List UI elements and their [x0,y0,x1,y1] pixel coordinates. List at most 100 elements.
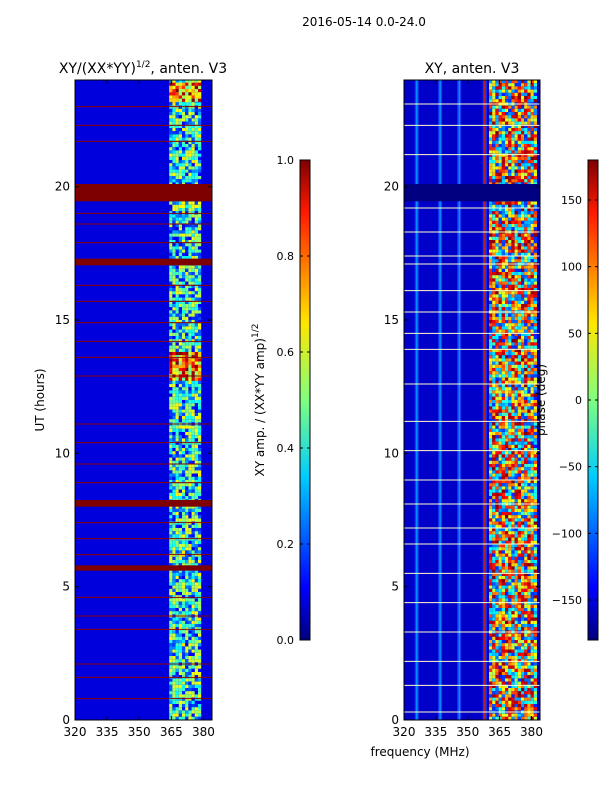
heatmap-cell [505,96,509,100]
heatmap-cell [517,252,521,256]
heatmap-cell [191,403,195,407]
heatmap-cell [175,425,179,429]
heatmap-cell [533,201,537,205]
heatmap-cell [175,480,179,484]
heatmap-cell [185,505,189,509]
heatmap-cell [178,300,182,304]
heatmap-cell [191,208,195,212]
heatmap-cell [194,163,198,167]
heatmap-cell [505,89,509,93]
heatmap-cell [175,150,179,154]
heatmap-cell [514,316,518,320]
heatmap-cell [489,412,493,416]
hot-cell [185,89,189,93]
heatmap-cell [498,659,502,663]
heatmap-cell [197,620,202,624]
heatmap-cell [533,473,537,477]
heatmap-cell [191,451,195,455]
heatmap-cell [521,377,525,381]
heatmap-cell [501,617,505,621]
heatmap-cell [194,438,198,442]
heatmap-cell [511,492,515,496]
heatmap-cell [498,598,502,602]
heatmap-cell [188,291,192,295]
hot-cell [197,364,202,368]
heatmap-cell [498,272,502,276]
heatmap-cell [521,611,525,615]
heatmap-cell [197,675,202,679]
hot-cell [194,82,198,86]
heatmap-cell [501,512,505,516]
heatmap-cell [517,220,521,224]
heatmap-cell [521,572,525,576]
heatmap-cell [505,332,509,336]
heatmap-cell [514,540,518,544]
colorbar-tick-label: 0.4 [277,442,295,455]
heatmap-cell [533,300,537,304]
hot-cell [178,92,182,96]
heatmap-cell [197,659,202,663]
heatmap-cell [194,512,198,516]
heatmap-cell [492,451,496,455]
heatmap-cell [501,492,505,496]
heatmap-cell [175,515,179,519]
heatmap-cell [489,220,493,224]
heatmap-cell [492,160,496,164]
heatmap-cell [498,486,502,490]
heatmap-cell [185,716,189,720]
heatmap-cell [191,595,195,599]
heatmap-cell [175,118,179,122]
heatmap-cell [178,470,182,474]
heatmap-cell [530,137,534,141]
heatmap-cell [172,384,176,388]
heatmap-cell [169,105,173,109]
heatmap-cell [172,646,176,650]
heatmap-cell [489,406,493,410]
heatmap-cell [188,451,192,455]
heatmap-cell [492,278,496,282]
heatmap-cell [191,547,195,551]
heatmap-cell [533,220,537,224]
heatmap-cell [514,419,518,423]
heatmap-cell [175,697,179,701]
heatmap-cell [511,227,515,231]
heatmap-cell [527,272,531,276]
heatmap-cell [191,169,195,173]
heatmap-cell [175,691,179,695]
heatmap-cell [188,694,192,698]
heatmap-cell [524,588,528,592]
heatmap-cell [492,553,496,557]
heatmap-cell [172,406,176,410]
heatmap-cell [505,553,509,557]
heatmap-cell [197,227,202,231]
heatmap-cell [530,115,534,119]
heatmap-cell [194,172,198,176]
heatmap-cell [495,598,499,602]
heatmap-cell [511,396,515,400]
heatmap-cell [489,444,493,448]
heatmap-cell [533,556,537,560]
heatmap-cell [194,588,198,592]
heatmap-cell [501,105,505,109]
hot-cell [191,358,195,362]
heatmap-cell [495,86,499,90]
heatmap-cell [517,601,521,605]
heatmap-cell [524,355,528,359]
heatmap-cell [489,89,493,93]
heatmap-cell [498,505,502,509]
heatmap-cell [197,652,202,656]
heatmap-cell [498,534,502,538]
heatmap-cell [489,92,493,96]
hot-cell [181,361,186,365]
heatmap-cell [498,156,502,160]
heatmap-cell [533,99,537,103]
heatmap-cell [194,249,198,253]
heatmap-cell [495,233,499,237]
heatmap-cell [175,448,179,452]
heatmap-cell [197,521,202,525]
heatmap-cell [188,300,192,304]
heatmap-cell [527,364,531,368]
heatmap-cell [514,332,518,336]
heatmap-cell [521,643,525,647]
heatmap-cell [191,153,195,157]
